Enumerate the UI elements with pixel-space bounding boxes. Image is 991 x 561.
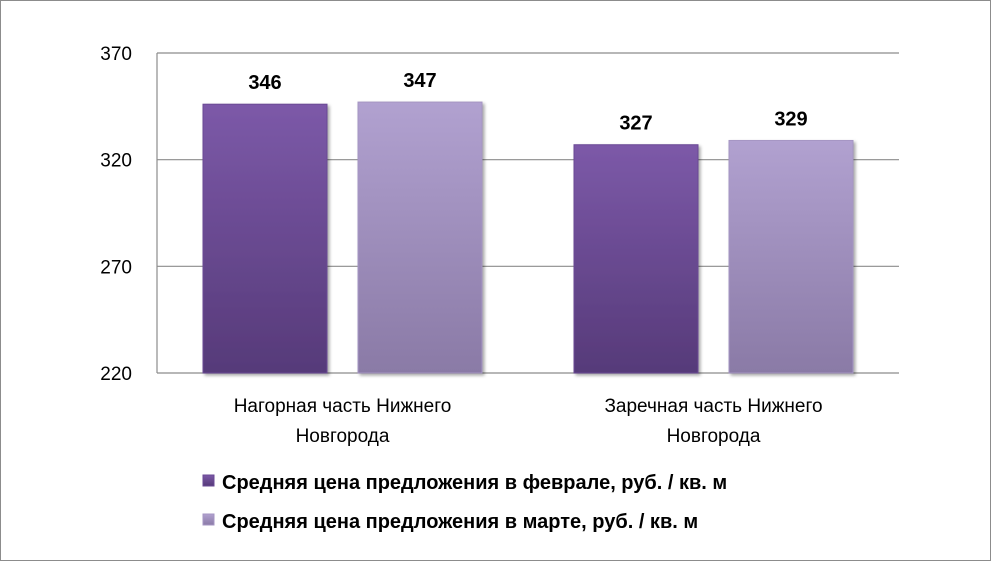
data-label: 327 [619,113,652,135]
legend-label: Средняя цена предложения в марте, руб. /… [222,511,698,533]
data-label: 329 [774,108,807,130]
bar [573,144,699,374]
x-tick-label: Заречная часть Нижнего [604,396,822,417]
legend: Средняя цена предложения в феврале, руб.… [202,472,727,533]
legend-swatch [202,474,215,487]
y-axis: 220 270 320 370 [100,44,158,385]
x-tick-label: Новгорода [296,426,390,447]
bar [357,101,483,374]
legend-swatch [202,513,215,526]
bars: 346 327 347 329 [202,70,854,374]
x-axis: Нагорная часть Нижнего Новгорода Заречная … [234,396,823,447]
data-label: 346 [248,72,281,94]
legend-label: Средняя цена предложения в феврале, руб.… [222,472,727,494]
y-tick-label: 370 [100,44,132,65]
x-tick-label: Новгорода [667,426,761,447]
bar [202,103,328,374]
y-tick-label: 270 [100,257,132,278]
y-tick-label: 220 [100,364,132,385]
y-tick-label: 320 [100,151,132,172]
x-tick-label: Нагорная часть Нижнего [234,396,452,417]
bar [728,139,854,374]
data-label: 347 [403,70,436,92]
